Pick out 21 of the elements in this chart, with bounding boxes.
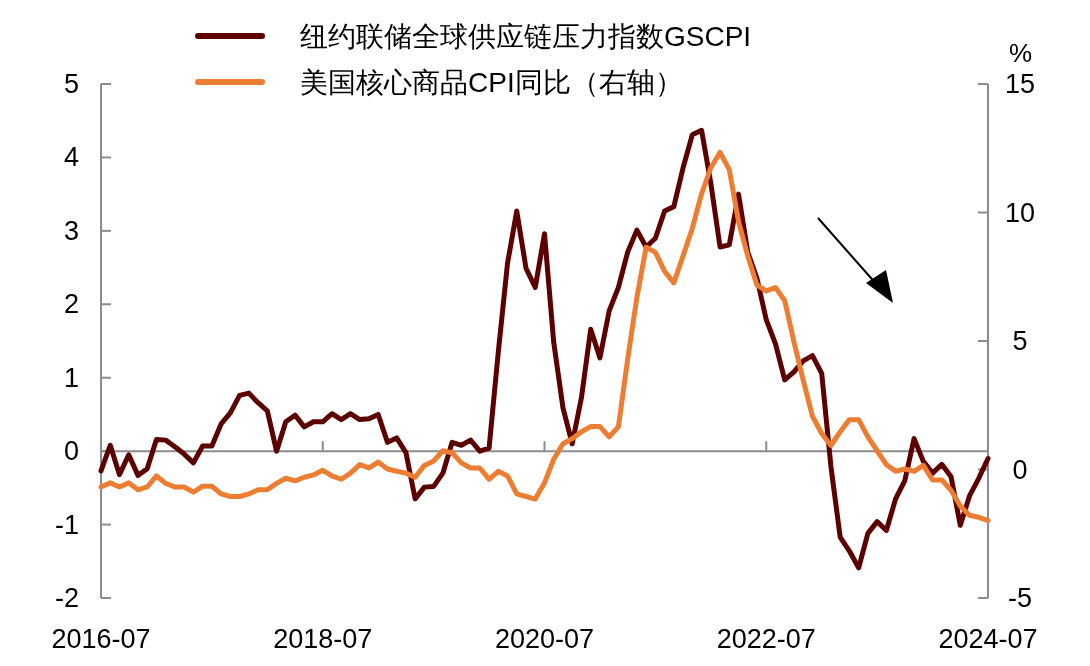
y2-tick-label: -5 xyxy=(1007,583,1033,613)
y-tick-label: 3 xyxy=(63,215,79,246)
x-tick-label: 2022-07 xyxy=(716,624,816,654)
y-tick-label: -2 xyxy=(54,583,79,613)
x-tick-label: 2024-07 xyxy=(938,624,1038,654)
x-tick-label: 2018-07 xyxy=(273,624,373,654)
y2-tick-label: 0 xyxy=(1012,454,1028,485)
y-tick-label: 5 xyxy=(63,69,79,99)
x-tick-label: 2020-07 xyxy=(494,624,595,654)
x-tick-label: 2016-07 xyxy=(51,624,151,654)
y2-tick-label: 5 xyxy=(1012,326,1028,356)
y2-axis-title: % xyxy=(1008,38,1032,68)
y-tick-label: 2 xyxy=(63,289,79,320)
y-tick-label: 0 xyxy=(63,436,79,467)
y-tick-label: 4 xyxy=(63,142,79,173)
legend-label: 纽约联储全球供应链压力指数GSCPI xyxy=(300,21,752,52)
legend-label: 美国核心商品CPI同比（右轴） xyxy=(300,67,683,98)
y2-tick-label: 15 xyxy=(1004,69,1036,99)
y2-tick-label: 10 xyxy=(1004,197,1036,228)
y-tick-label: -1 xyxy=(54,509,79,540)
y-tick-label: 1 xyxy=(63,362,79,393)
